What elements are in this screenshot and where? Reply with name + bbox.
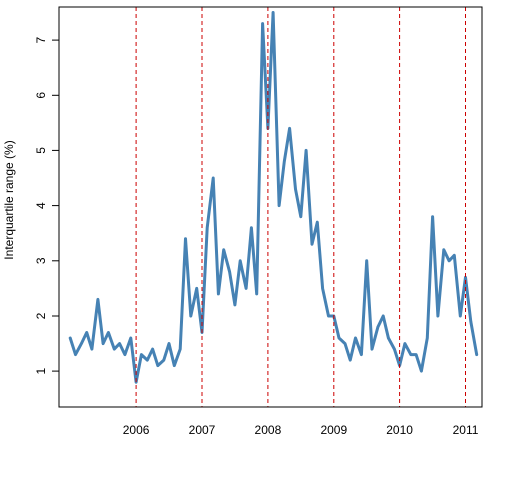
series-layer — [68, 11, 479, 384]
data-point — [74, 353, 77, 356]
data-point — [118, 342, 121, 345]
data-point — [464, 276, 467, 279]
data-point — [123, 353, 127, 356]
data-point — [162, 358, 165, 362]
data-point — [101, 342, 105, 345]
data-point — [447, 259, 451, 262]
data-point — [179, 347, 182, 351]
data-point — [382, 314, 385, 318]
x-tick-label: 2011 — [453, 423, 479, 437]
data-point — [414, 353, 418, 356]
data-point — [365, 259, 368, 262]
data-point — [277, 204, 281, 207]
data-point — [393, 347, 396, 351]
data-point — [403, 342, 407, 345]
data-point — [255, 292, 258, 296]
data-point — [90, 347, 94, 351]
data-point — [283, 160, 286, 163]
y-tick-label: 7 — [34, 36, 48, 43]
data-point — [327, 314, 330, 318]
data-point — [409, 353, 412, 356]
data-point — [233, 303, 237, 307]
data-point — [370, 347, 374, 351]
data-point — [134, 381, 138, 384]
data-point — [469, 320, 472, 323]
data-point — [261, 22, 264, 25]
data-point — [244, 287, 248, 290]
data-point — [321, 287, 324, 290]
data-point — [173, 364, 176, 367]
data-point — [85, 331, 88, 334]
data-point — [426, 336, 429, 340]
data-point — [228, 270, 231, 273]
data-point — [294, 187, 297, 191]
data-point — [376, 325, 380, 329]
y-axis-label: Interquartile range (%) — [2, 140, 16, 259]
data-point — [343, 342, 347, 345]
y-tick-label: 5 — [34, 147, 48, 154]
data-point — [360, 353, 363, 356]
data-point — [151, 347, 154, 351]
data-point — [96, 298, 100, 301]
data-point — [239, 259, 242, 262]
data-point — [475, 353, 478, 356]
x-tick-label: 2007 — [189, 423, 216, 437]
data-point — [337, 336, 341, 340]
data-point — [184, 237, 187, 240]
plot-frame — [58, 6, 483, 408]
data-point — [222, 248, 225, 251]
data-point — [299, 215, 302, 218]
data-point — [217, 292, 220, 296]
y-tick-label: 2 — [34, 312, 48, 319]
data-point — [69, 336, 72, 340]
x-tick-label: 2010 — [386, 423, 413, 437]
y-tick-label: 1 — [34, 367, 48, 374]
data-point — [442, 248, 445, 251]
y-tick-label: 3 — [34, 257, 48, 264]
data-point — [354, 336, 357, 340]
y-tick-label: 6 — [34, 92, 48, 99]
x-tick-label: 2006 — [123, 423, 150, 437]
data-point — [316, 221, 319, 224]
x-tick-label: 2009 — [320, 423, 347, 437]
data-point — [80, 342, 83, 345]
data-point — [146, 358, 149, 362]
data-point — [212, 176, 215, 180]
vline-layer — [135, 7, 466, 407]
data-point — [304, 149, 308, 152]
data-point — [156, 364, 159, 367]
data-point — [349, 358, 352, 362]
data-point — [140, 353, 143, 356]
data-point — [310, 243, 314, 246]
data-point — [189, 314, 192, 318]
data-point — [113, 347, 116, 351]
data-point — [436, 314, 440, 318]
data-point — [167, 342, 171, 345]
data-point — [206, 226, 209, 229]
data-point — [129, 336, 132, 340]
data-point — [459, 314, 462, 318]
data-point — [453, 254, 456, 257]
data-point — [195, 287, 198, 290]
x-tick-label: 2008 — [255, 423, 282, 437]
data-point — [271, 11, 275, 14]
data-point — [387, 336, 390, 340]
y-tick-label: 4 — [34, 202, 48, 209]
data-point — [431, 215, 434, 218]
data-point — [420, 369, 423, 373]
data-point — [288, 127, 291, 130]
data-point — [107, 331, 110, 334]
axis-layer: 1 2 3 4 5 6 7 2006 2007 2008 2009 2010 2011 — [34, 6, 483, 437]
data-point — [250, 226, 253, 229]
